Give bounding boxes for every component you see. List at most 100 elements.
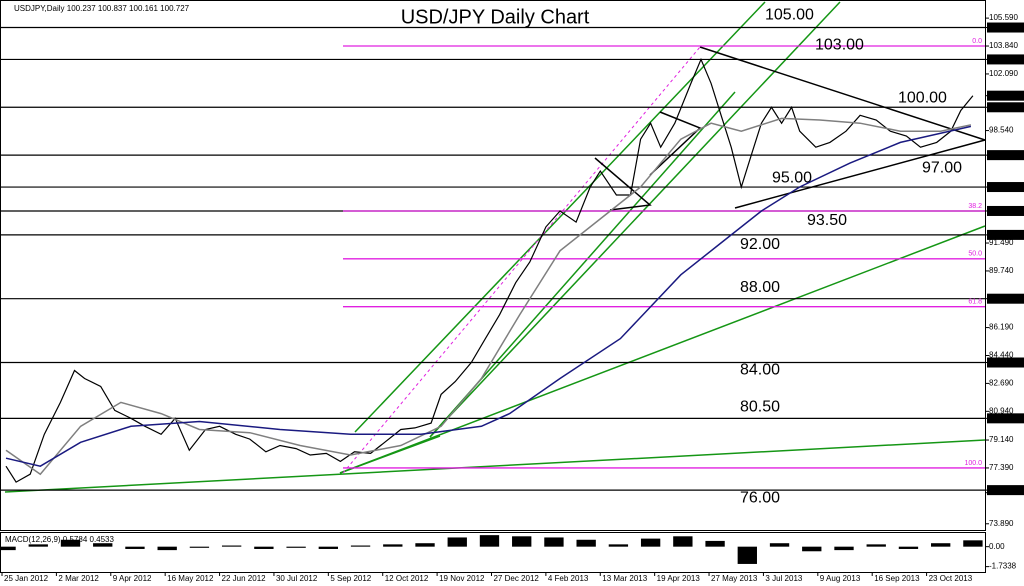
x-tick-label: 9 Apr 2012 xyxy=(113,574,152,583)
macd-bar xyxy=(512,536,532,547)
x-tick-label: 3 Jul 2013 xyxy=(765,574,802,583)
y-tick-label: 103.000 xyxy=(989,55,1018,64)
y-tick-label: 89.740 xyxy=(989,266,1014,275)
fib-label: 50.0 xyxy=(968,251,982,258)
y-tick-label: 92.000 xyxy=(989,230,1014,239)
macd-bar xyxy=(221,545,242,547)
level-label: 95.00 xyxy=(772,169,812,186)
price-line xyxy=(5,125,972,467)
macd-bar xyxy=(286,546,306,548)
y-tick-label: 80.500 xyxy=(989,413,1014,422)
y-tick-label: 86.190 xyxy=(989,323,1014,332)
symbol-info: USDJPY,Daily 100.237 100.837 100.161 100… xyxy=(14,4,190,13)
level-label: 76.00 xyxy=(740,489,780,506)
y-tick-box xyxy=(987,357,1024,368)
level-label: 88.00 xyxy=(740,279,780,296)
price-line xyxy=(5,57,974,483)
trendlines xyxy=(0,1,986,493)
y-tick-box xyxy=(987,22,1024,33)
level-label: 105.00 xyxy=(765,7,814,24)
y-tick-box xyxy=(987,413,1024,424)
x-tick-label: 30 Jul 2012 xyxy=(276,574,318,583)
y-tick-label: 103.840 xyxy=(989,41,1018,50)
macd-bar xyxy=(447,537,467,547)
y-tick-box xyxy=(987,102,1024,113)
y-tick-label: 93.500 xyxy=(989,206,1014,215)
y-tick-box xyxy=(987,54,1024,65)
macd-bar xyxy=(705,540,725,547)
y-tick-label: 97.000 xyxy=(989,150,1014,159)
macd-bar xyxy=(898,546,919,549)
y-tick-box xyxy=(987,485,1024,496)
macd-y-tick-label: -1.7338 xyxy=(989,562,1017,571)
x-tick-label: 2 Mar 2012 xyxy=(58,574,99,583)
x-tick-label: 27 May 2013 xyxy=(711,574,758,583)
fib-label: 100.0 xyxy=(964,460,982,467)
y-tick-box xyxy=(987,229,1024,240)
y-tick-label: 95.000 xyxy=(989,182,1014,191)
fib-label: 61.8 xyxy=(968,299,982,306)
fib-label: 0.0 xyxy=(972,38,982,45)
y-tick-label: 80.940 xyxy=(989,406,1014,415)
macd-bar xyxy=(640,538,661,547)
macd-bar xyxy=(866,544,886,547)
macd-bar xyxy=(576,539,596,547)
y-tick-label: 73.890 xyxy=(989,519,1014,528)
level-label: 92.00 xyxy=(740,236,780,253)
y-tick-box xyxy=(987,293,1024,304)
x-tick-label: 27 Dec 2012 xyxy=(493,574,539,583)
macd-bar xyxy=(383,544,403,547)
level-label: 80.50 xyxy=(740,399,780,416)
y-tick-label: 75.840 xyxy=(989,488,1014,497)
y-tick-label: 91.490 xyxy=(989,238,1014,247)
macd-bar xyxy=(608,544,629,547)
level-label: 103.00 xyxy=(815,37,864,54)
x-tick-label: 13 Mar 2013 xyxy=(602,574,647,583)
x-tick-label: 16 Sep 2013 xyxy=(874,574,920,583)
x-tick-label: 5 Sep 2012 xyxy=(330,574,371,583)
macd-bar xyxy=(254,546,274,549)
x-tick-label: 22 Jun 2012 xyxy=(222,574,267,583)
macd-bar xyxy=(673,536,693,547)
price-line xyxy=(5,117,972,476)
main-panel xyxy=(0,0,986,531)
level-label: 93.50 xyxy=(807,212,847,229)
y-tick-label: 100.727 xyxy=(989,91,1018,100)
x-tick-label: 23 Oct 2013 xyxy=(929,574,973,583)
y-tick-label: 105.590 xyxy=(989,13,1018,22)
x-tick-label: 4 Feb 2013 xyxy=(548,574,589,583)
y-tick-label: 84.000 xyxy=(989,358,1014,367)
macd-bar xyxy=(931,543,951,547)
y-tick-label: 105.000 xyxy=(989,23,1018,32)
x-tick-label: 12 Oct 2012 xyxy=(385,574,429,583)
macd-bar xyxy=(544,537,564,547)
macd-bar xyxy=(93,543,113,547)
macd-bar xyxy=(60,539,81,547)
macd-bar xyxy=(415,543,435,547)
macd-bar xyxy=(769,543,790,547)
macd-bar xyxy=(318,546,339,549)
macd-title: MACD(12,26,9) 0.5784 0.4533 xyxy=(5,535,115,544)
y-tick-label: 88.000 xyxy=(989,294,1014,303)
y-tick-label: 98.540 xyxy=(989,126,1014,135)
macd-bar xyxy=(350,545,371,547)
y-tick-label: 77.390 xyxy=(989,463,1014,472)
y-tick-label: 82.690 xyxy=(989,379,1014,388)
y-tick-label: 76.000 xyxy=(989,485,1014,494)
y-tick-label: 79.140 xyxy=(989,435,1014,444)
macd-bar xyxy=(125,546,145,549)
macd-bar xyxy=(737,546,757,564)
y-tick-box xyxy=(987,150,1024,161)
y-tick-label: 102.090 xyxy=(989,69,1018,78)
level-label: 84.00 xyxy=(740,362,780,379)
y-tick-label: 100.000 xyxy=(989,102,1018,111)
macd-bar xyxy=(189,546,210,548)
macd-bar xyxy=(479,535,500,547)
macd-bar xyxy=(963,540,983,547)
macd-y-tick-label: 0.00 xyxy=(989,542,1005,551)
level-label: 100.00 xyxy=(898,89,947,106)
fib-label: 38.2 xyxy=(968,203,982,210)
x-tick-label: 19 Apr 2013 xyxy=(657,574,701,583)
level-label: 97.00 xyxy=(922,159,962,176)
